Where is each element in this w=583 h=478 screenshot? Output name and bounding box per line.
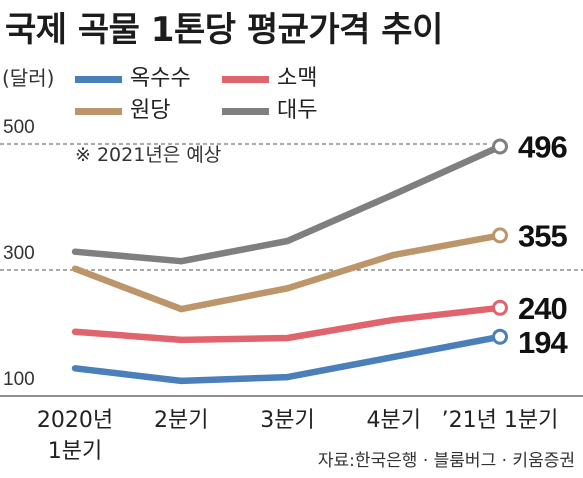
y-tick-label-300: 300 xyxy=(3,243,35,264)
end-point-wheat xyxy=(492,299,508,316)
data-label-soybean: 496 xyxy=(518,130,567,165)
data-label-wheat: 240 xyxy=(518,291,567,326)
series-line-raw-sugar xyxy=(73,232,501,313)
legend-label-raw-sugar: 원당 xyxy=(130,98,171,123)
y-axis-unit-label: (달러) xyxy=(2,66,55,90)
chart-title: 국제 곡물 1톤당 평균가격 추이 xyxy=(5,10,443,50)
legend-label-soybean: 대두 xyxy=(277,98,318,123)
legend-item-soybean: 대두 xyxy=(222,95,332,127)
data-label-raw-sugar: 355 xyxy=(518,218,567,253)
legend-swatch-soybean xyxy=(222,107,269,115)
legend-item-corn: 옥수수 xyxy=(75,63,222,95)
y-tick-label-100: 100 xyxy=(3,369,35,390)
legend-label-corn: 옥수수 xyxy=(130,66,191,91)
legend-swatch-raw-sugar xyxy=(75,107,122,115)
y-tick-label-500: 500 xyxy=(3,117,35,138)
gridlines xyxy=(0,143,583,397)
data-point-raw-sugar-4 xyxy=(390,251,397,259)
legend-item-raw-sugar: 원당 xyxy=(75,95,222,127)
end-point-soybean xyxy=(492,138,508,155)
data-point-corn-1 xyxy=(71,365,79,372)
legend-item-wheat: 소맥 xyxy=(222,63,332,95)
data-point-wheat-3 xyxy=(284,334,291,342)
legend-swatch-corn xyxy=(75,75,122,83)
data-point-corn-3 xyxy=(284,373,291,381)
data-point-corn-4 xyxy=(390,353,397,361)
data-point-wheat-2 xyxy=(178,336,185,344)
data-point-soybean-4 xyxy=(390,191,397,198)
data-point-wheat-1 xyxy=(71,328,79,335)
data-point-corn-2 xyxy=(178,377,185,385)
data-point-soybean-3 xyxy=(284,237,291,245)
data-point-soybean-2 xyxy=(178,257,185,265)
data-point-raw-sugar-3 xyxy=(284,285,291,292)
source-credit: 자료:한국은행 · 블룸버그 · 키움증권 xyxy=(317,451,575,471)
data-point-raw-sugar-1 xyxy=(71,265,79,272)
end-point-raw-sugar xyxy=(492,227,508,244)
data-point-wheat-4 xyxy=(390,316,397,323)
legend: 옥수수 소맥 원당 대두 xyxy=(75,63,332,127)
data-point-raw-sugar-2 xyxy=(178,305,185,313)
data-point-soybean-1 xyxy=(71,248,79,255)
forecast-note: ※ 2021년은 예상 xyxy=(75,144,222,166)
series-lines xyxy=(73,143,502,385)
y-tick-labels: 100 300 500 xyxy=(3,117,35,390)
end-point-corn xyxy=(492,328,508,345)
data-label-corn: 194 xyxy=(518,325,568,360)
legend-swatch-wheat xyxy=(222,75,269,83)
data-points xyxy=(71,138,508,385)
legend-label-wheat: 소맥 xyxy=(277,66,318,91)
